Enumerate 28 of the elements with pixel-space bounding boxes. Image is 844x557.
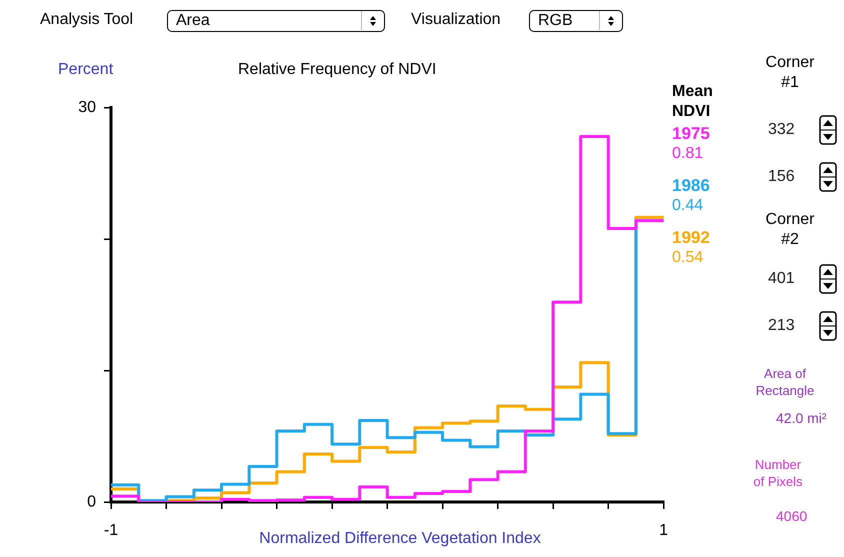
text: 213 [768, 317, 795, 334]
text: 1975 [672, 124, 710, 143]
y-tick-label: 0 [87, 493, 96, 510]
text: Corner #2 [766, 211, 814, 248]
y-tick-label: 30 [78, 99, 96, 116]
legend-title: Mean NDVI [672, 83, 713, 120]
text: 4060 [776, 508, 808, 524]
text: 0.44 [672, 197, 704, 214]
y-axis-title: Percent [58, 61, 114, 78]
text: Number of Pixels [753, 457, 803, 489]
text: 0.81 [672, 145, 704, 162]
text: 332 [768, 121, 795, 138]
text: 0.54 [672, 249, 704, 266]
dropdown: Area [167, 10, 385, 32]
text: 42.0 mi² [776, 410, 827, 426]
series-label: 1992 [672, 228, 710, 247]
text: Analysis Tool [40, 11, 134, 28]
text: Area of Rectangle [756, 366, 814, 398]
text: Visualization [411, 11, 501, 28]
chart-title: Relative Frequency of NDVI [238, 61, 436, 78]
x-axis-title: Normalized Difference Vegetation Index [259, 530, 541, 547]
series-label: 1986 [672, 176, 710, 195]
text: 156 [768, 168, 795, 185]
text: Corner #1 [766, 54, 814, 91]
text: 401 [768, 270, 795, 287]
dropdown: RGB [529, 10, 623, 32]
x-tick-label: 1 [659, 522, 668, 540]
x-tick-label: -1 [104, 522, 118, 540]
